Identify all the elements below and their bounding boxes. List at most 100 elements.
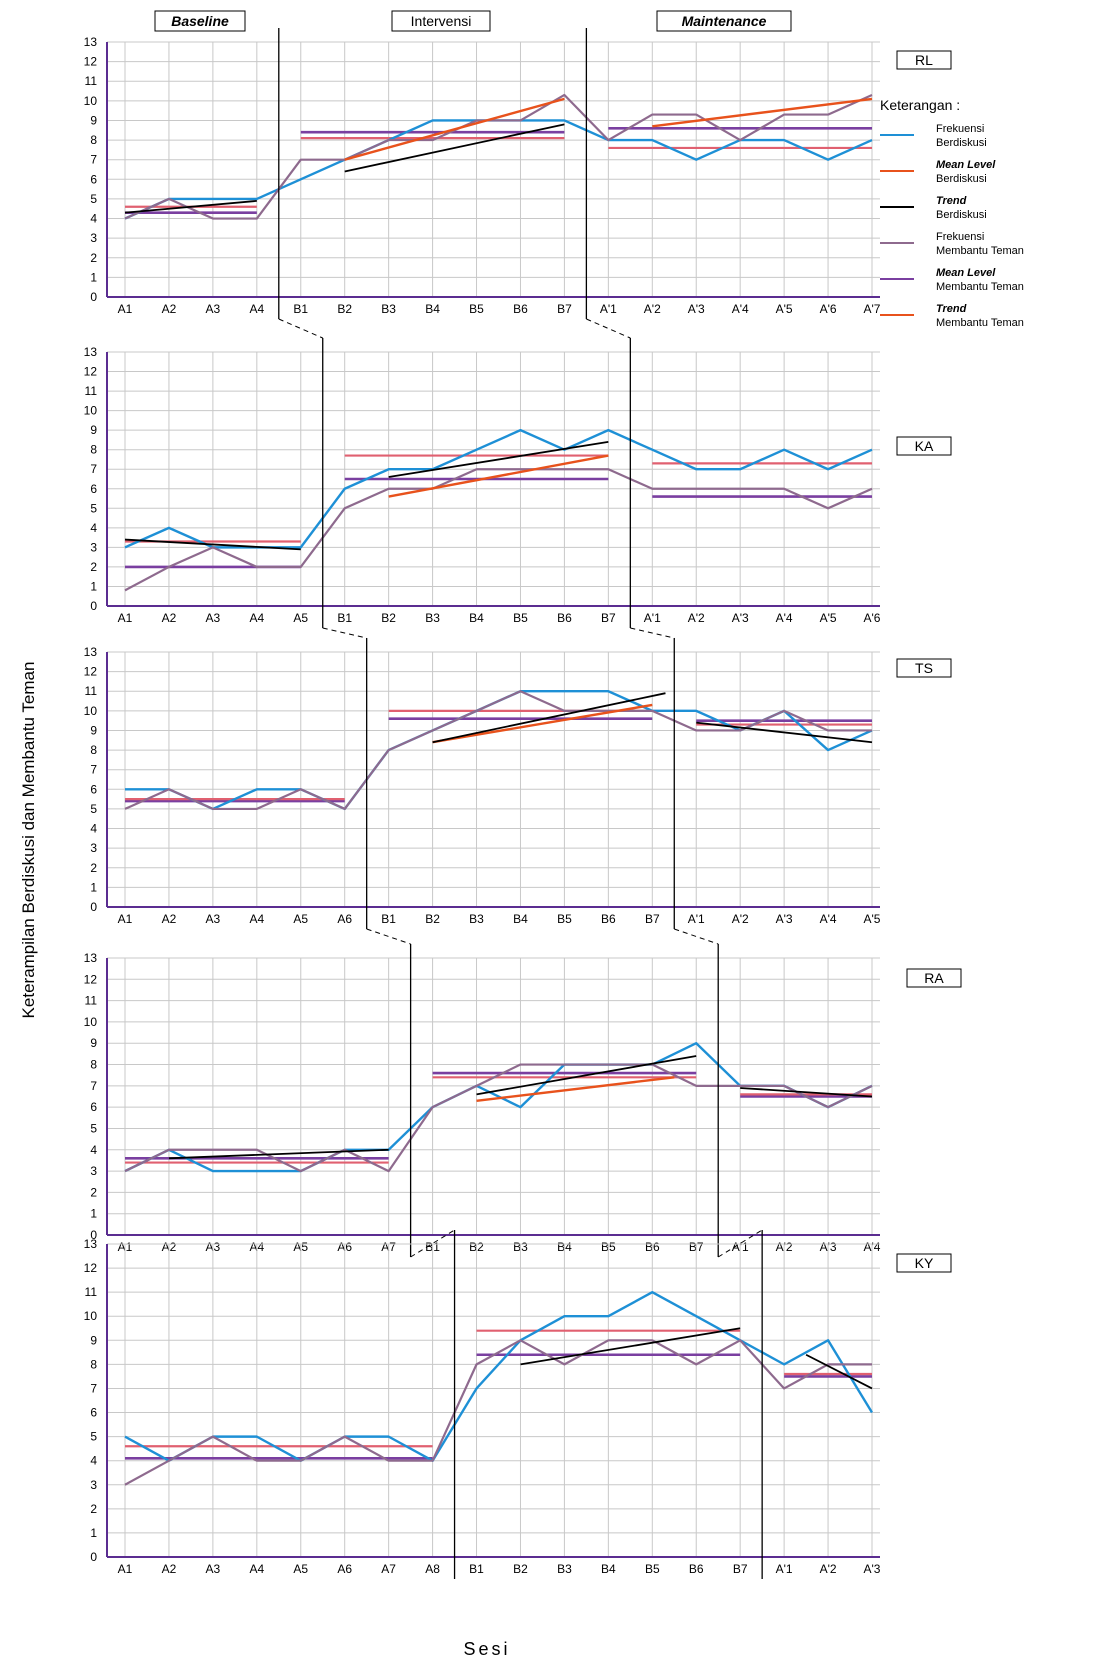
x-tick-label: A8 <box>425 1562 440 1576</box>
x-tick-label: A4 <box>249 302 264 316</box>
y-tick-label: 8 <box>90 743 97 757</box>
trend-berdiskusi-line <box>168 1148 389 1160</box>
x-tick-label: B3 <box>381 302 396 316</box>
trend-membantu-line <box>476 1076 675 1102</box>
x-tick-label: A1 <box>118 611 133 625</box>
y-tick-label: 0 <box>90 599 97 613</box>
phase-header-box <box>154 10 246 32</box>
phase-header-box <box>656 10 792 32</box>
trend-berdiskusi-line <box>520 1327 741 1366</box>
trend-berdiskusi-line <box>805 1353 873 1390</box>
y-tick-label: 2 <box>90 861 97 875</box>
legend-item-line1: Mean Level <box>936 159 996 171</box>
trend-berdiskusi-line <box>388 440 609 478</box>
phase-connector <box>322 627 367 639</box>
frekuensi-membantu-line <box>124 93 873 220</box>
x-tick-label: A'2 <box>820 1562 837 1576</box>
x-tick-label: A'3 <box>732 611 749 625</box>
x-tick-label: A'6 <box>820 302 837 316</box>
phase-connector <box>278 318 323 339</box>
y-tick-label: 6 <box>90 482 97 496</box>
x-tick-label: A2 <box>162 302 177 316</box>
y-tick-label: 1 <box>90 270 97 284</box>
x-tick-label: B3 <box>469 912 484 926</box>
y-tick-label: 5 <box>90 1430 97 1444</box>
y-tick-label: 9 <box>90 1036 97 1050</box>
phase-header-maintenance: Maintenance <box>682 13 767 29</box>
y-tick-label: 2 <box>90 1502 97 1516</box>
y-tick-label: 3 <box>90 231 97 245</box>
y-tick-label: 12 <box>84 972 98 986</box>
y-tick-label: 6 <box>90 172 97 186</box>
y-axis-label: Keterampilan Berdiskusi dan Membantu Tem… <box>19 662 38 1019</box>
y-tick-label: 11 <box>85 684 98 698</box>
legend-item-line2: Berdiskusi <box>936 173 987 185</box>
subject-label: RA <box>924 970 944 986</box>
x-tick-label: A'3 <box>776 912 793 926</box>
x-tick-label: B4 <box>601 1562 616 1576</box>
trend-berdiskusi-line <box>696 721 873 744</box>
x-tick-label: B4 <box>425 302 440 316</box>
y-tick-label: 4 <box>90 212 97 226</box>
legend: Keterangan : Frekuensi Berdiskusi Mean Leve… <box>880 97 1024 329</box>
y-tick-label: 7 <box>90 153 97 167</box>
y-tick-label: 12 <box>84 365 98 379</box>
y-tick-label: 13 <box>84 345 98 359</box>
y-tick-label: 10 <box>84 1015 98 1029</box>
y-tick-label: 7 <box>90 1381 97 1395</box>
x-tick-label: A'4 <box>776 611 793 625</box>
legend-title: Keterangan : <box>880 97 960 113</box>
subject-label: KA <box>915 438 934 454</box>
y-tick-label: 0 <box>90 1228 97 1242</box>
x-tick-label: B1 <box>381 912 396 926</box>
y-tick-label: 11 <box>85 384 98 398</box>
x-tick-label: B7 <box>645 912 660 926</box>
subject-box <box>896 1253 952 1273</box>
y-tick-label: 2 <box>90 251 97 265</box>
y-tick-label: 2 <box>90 560 97 574</box>
y-tick-label: 12 <box>84 1261 98 1275</box>
phase-connector <box>366 928 411 945</box>
phase-connector <box>586 318 631 339</box>
y-tick-label: 13 <box>84 951 98 965</box>
x-tick-label: A'1 <box>644 611 661 625</box>
x-tick-label: B6 <box>689 1562 704 1576</box>
y-tick-label: 10 <box>84 1309 98 1323</box>
x-tick-label: A1 <box>118 912 133 926</box>
x-tick-label: A'5 <box>820 611 837 625</box>
y-tick-label: 8 <box>90 1357 97 1371</box>
trend-berdiskusi-line <box>124 199 257 214</box>
y-tick-label: 2 <box>90 1185 97 1199</box>
y-tick-label: 13 <box>84 35 98 49</box>
x-tick-label: A'6 <box>864 611 881 625</box>
frekuensi-membantu-line <box>124 690 872 811</box>
x-tick-label: B2 <box>425 912 440 926</box>
x-tick-label: A6 <box>337 1562 352 1576</box>
y-tick-label: 5 <box>90 501 97 515</box>
phase-connector <box>630 627 675 639</box>
trend-berdiskusi-line <box>432 692 666 744</box>
x-tick-label: B4 <box>469 611 484 625</box>
x-tick-label: A2 <box>162 611 177 625</box>
y-tick-label: 5 <box>90 802 97 816</box>
trend-membantu-line <box>344 97 565 161</box>
x-tick-label: B7 <box>601 611 616 625</box>
x-tick-label: A5 <box>293 912 308 926</box>
x-tick-label: B5 <box>513 611 528 625</box>
x-tick-label: A'4 <box>732 302 749 316</box>
frekuensi-membantu-line <box>124 468 873 592</box>
trend-membantu-line <box>388 454 609 498</box>
trend-berdiskusi-line <box>740 1087 873 1098</box>
legend-item-line2: Berdiskusi <box>936 209 987 221</box>
y-tick-label: 13 <box>84 1237 98 1251</box>
legend-item-line2: Membantu Teman <box>936 281 1024 293</box>
x-tick-label: A4 <box>249 1562 264 1576</box>
subject-box <box>896 658 952 678</box>
y-tick-label: 10 <box>84 704 98 718</box>
